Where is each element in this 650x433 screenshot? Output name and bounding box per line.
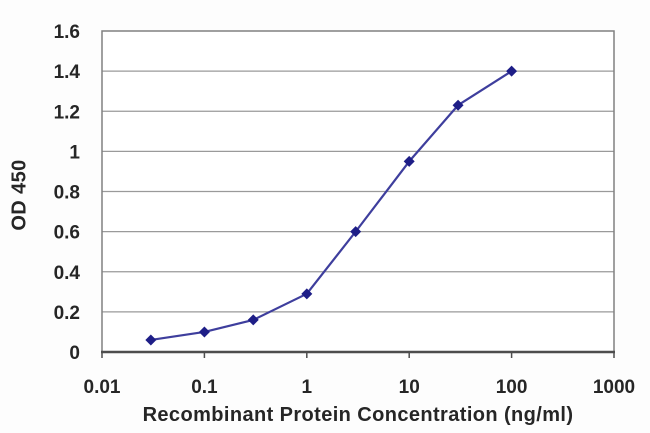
y-tick-label: 0.4 (54, 263, 81, 284)
x-tick-label: 100 (496, 377, 528, 398)
data-point-marker (350, 226, 362, 238)
y-tick-label: 1 (69, 142, 80, 163)
x-tick-label: 0.1 (191, 377, 218, 398)
y-tick-label: 0.6 (54, 223, 80, 244)
x-axis-title: Recombinant Protein Concentration (ng/ml… (142, 404, 574, 426)
y-tick-label: 0 (69, 343, 80, 364)
x-tick-label: 10 (399, 377, 420, 398)
y-tick-label: 1.4 (54, 62, 81, 83)
y-tick-label: 0.8 (54, 183, 80, 204)
y-tick-label: 1.6 (54, 22, 80, 43)
x-tick-label: 1 (302, 377, 313, 398)
x-tick-label: 0.01 (84, 377, 121, 398)
data-point-marker (452, 99, 464, 111)
y-axis-title: OD 450 (8, 159, 31, 231)
data-point-marker (247, 314, 259, 326)
data-point-marker (506, 65, 518, 77)
data-point-marker (403, 155, 415, 167)
y-tick-label: 0.2 (54, 303, 80, 324)
data-point-marker (145, 334, 157, 346)
x-tick-label: 1000 (593, 377, 635, 398)
series-line (150, 70, 513, 342)
y-tick-label: 1.2 (54, 102, 80, 123)
data-point-marker (301, 288, 313, 300)
data-point-marker (198, 326, 210, 338)
